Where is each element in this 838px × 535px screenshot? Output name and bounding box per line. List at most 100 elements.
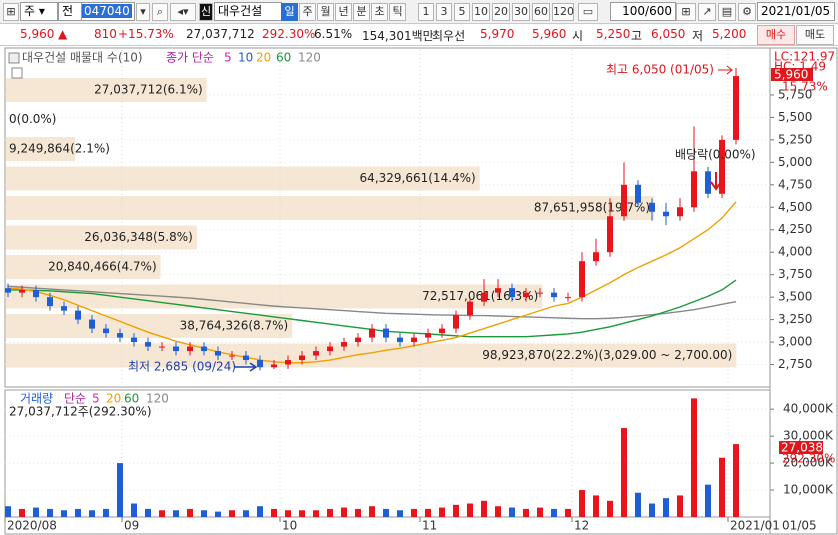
period-button[interactable]: 년 [335,3,352,21]
candle-body [579,261,585,298]
scope-select[interactable]: 전 [58,2,82,21]
volume-bar [593,495,599,517]
volume-bar [299,510,305,517]
volume-profile-bar [6,166,480,191]
x-tick-label: 2021/01 [730,519,780,533]
period-button[interactable]: 주 [299,3,316,21]
count: 100/600 [610,2,676,21]
volume-bar [285,510,291,517]
volume-bar [131,503,137,517]
arrow: ▲ [58,27,68,41]
interval-button[interactable]: 20 [492,3,510,21]
legend-icon [8,52,20,64]
y-tick-label: 3,500 [778,290,812,304]
tool-icon[interactable]: ▤ [718,3,736,21]
volume-bar [705,484,711,517]
badge: 신 [199,3,213,21]
last-price-box [771,68,813,81]
interval-button[interactable]: 1 [418,3,434,21]
candle-body [145,342,151,347]
candle-body [705,171,711,194]
candle-body [635,184,641,203]
amount: 154,301백만 [362,29,434,43]
tool-icon[interactable]: ↗ [698,3,716,21]
candle-body [495,288,501,293]
volume-profile-bar [6,78,207,102]
x-tick-label: 2020/08 [7,519,57,533]
ask: 5,970 [480,27,515,41]
candle-body [397,337,403,343]
market-select[interactable]: 주 ▾ [20,2,58,21]
volume-bar [649,503,655,517]
y-tick-label: 3,000 [778,335,812,349]
candle-body [691,171,697,208]
candle-body [61,306,67,311]
interval-button[interactable]: 3 [436,3,452,21]
volume-bar [551,508,557,517]
volume-bar [523,508,529,517]
candle-body [159,346,165,348]
interval-button[interactable]: 5 [454,3,470,21]
volume-bar [509,507,515,517]
volume-profile-bar [6,284,543,309]
volume-bar [215,511,221,517]
x-tick-label: 09 [124,519,139,533]
period-button[interactable]: 일 [281,3,298,21]
y-tick-label: 5,000 [778,155,812,169]
period-button[interactable]: 분 [353,3,370,21]
interval-button[interactable]: 60 [532,3,550,21]
grid-icon [11,67,23,79]
volume-profile-bar [6,196,655,220]
sell-button[interactable]: 매도 [796,25,834,45]
candle-body [215,351,221,356]
y-tick-label: 40,000K [783,402,834,416]
ma-period: 20 [106,392,121,406]
period-button[interactable]: 월 [317,3,334,21]
ma-period: 60 [124,392,139,406]
candle-body [131,337,137,343]
scope: 전 [62,4,74,18]
period-button[interactable]: 틱 [389,3,406,21]
volume-profile-label: 38,764,326(8.7%) [180,319,289,333]
y-tick-label: 2,750 [778,357,812,371]
sound-icon[interactable]: ◂▾ [170,3,196,21]
y-tick-label: 30,000K [783,429,834,443]
y-tick-label: 5,500 [778,110,812,124]
tool-icon[interactable]: ⊞ [676,3,696,21]
volume-bar [579,490,585,517]
candle-body [551,292,557,298]
volume-profile-label: 72,517,061(16.3%) [422,289,538,303]
best-label: 최우선 [432,29,466,43]
volume-bar [75,508,81,517]
input-icon[interactable]: ▭ [578,3,598,21]
code-dropdown[interactable]: ▾ [136,3,150,21]
settings-icon[interactable]: ⚙ [738,3,756,21]
buy-button[interactable]: 매수 [757,25,795,45]
y-tick-label: 20,000K [783,456,834,470]
ma-period: 120 [146,392,169,406]
volume-bar [397,510,403,517]
ma-period: 10 [238,51,253,65]
period-button[interactable]: 초 [371,3,388,21]
x-tick-label: 11 [422,519,437,533]
toolbar: ⊞ 주 ▾ 전 047040 ▾ ⌕ ◂▾ 신 대우건설 ▭ 100/600 ⊞… [0,0,838,24]
code-input[interactable]: 047040 [81,2,135,21]
open: 5,250 [596,27,631,41]
candle-body [383,328,389,338]
volume-bar [159,510,165,517]
volume-summary: 27,037,712주(292.30%) [9,405,152,419]
candle-body [607,216,613,253]
moving-average-line [7,201,737,364]
volume-profile-label: 9,249,864(2.1%) [9,142,110,156]
volume-bar [187,508,193,517]
date[interactable]: 2021/01/05 [757,2,835,21]
interval-button[interactable]: 120 [552,3,574,21]
interval-button[interactable]: 10 [472,3,490,21]
volume-profile-bar [6,255,161,279]
search-icon[interactable]: ⌕ [152,3,168,21]
candle-body [649,202,655,212]
interval-button[interactable]: 30 [512,3,530,21]
last-volume-pct: 292.30% [782,452,835,466]
turnover: 6.51% [314,27,353,41]
menu-icon[interactable]: ⊞ [3,3,19,21]
